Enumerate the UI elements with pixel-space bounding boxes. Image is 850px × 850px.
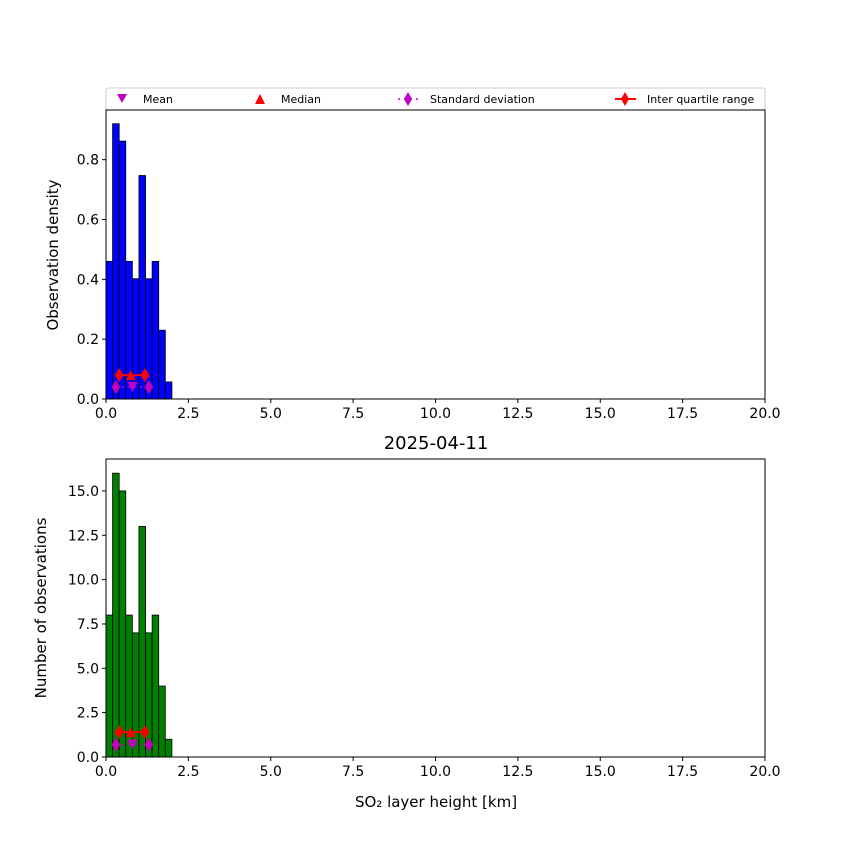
histogram-bar (138, 175, 146, 400)
x-tick-label: 12.5 (502, 764, 533, 780)
x-tick-label: 20.0 (749, 406, 780, 422)
histogram-bar (112, 123, 120, 400)
legend-median: Median (281, 93, 321, 106)
top-axes-frame (105, 109, 766, 400)
histogram-bar (112, 472, 120, 758)
top-y-axis-label: Observation density (44, 179, 62, 330)
y-tick-label: 0.0 (77, 392, 99, 408)
histogram-bar (151, 260, 160, 400)
x-tick-label: 17.5 (667, 764, 698, 780)
iqr-marker-icon (621, 92, 629, 106)
median-marker (125, 370, 136, 381)
iqr-marker (114, 725, 124, 740)
x-tick-label: 15.0 (585, 764, 616, 780)
y-tick-label: 12.5 (68, 528, 99, 544)
top-axes: 0.0 2.5 5.0 7.5 10.0 12.5 15.0 17.5 20.0 0.0 0.2 0.… (77, 109, 781, 422)
y-tick-label: 2.5 (77, 706, 99, 722)
x-tick-label: 7.5 (342, 406, 364, 422)
std-marker-icon (404, 92, 412, 106)
histogram-bar (118, 490, 127, 758)
y-tick-label: 0.4 (77, 272, 99, 288)
y-tick-label: 10.0 (68, 573, 99, 589)
bottom-y-axis-label: Number of observations (32, 517, 50, 698)
std-marker (111, 380, 121, 395)
std-marker (111, 737, 121, 752)
iqr-marker (140, 368, 150, 383)
histogram-bar (105, 614, 113, 758)
x-tick-label: 2.5 (177, 406, 199, 422)
histogram-bar (131, 632, 140, 758)
histogram-bar (164, 738, 173, 758)
x-tick-label: 15.0 (585, 406, 616, 422)
y-tick-label: 7.5 (77, 617, 99, 633)
legend: Mean Median Standard deviation Inter qua… (105, 87, 766, 111)
x-axis-label: SO₂ layer height [km] (355, 793, 517, 811)
histogram-bar (105, 260, 113, 400)
x-tick-label: 10.0 (420, 764, 451, 780)
iqr-marker (140, 725, 150, 740)
histogram-bar (138, 526, 146, 758)
histogram-bar (158, 329, 166, 400)
bottom-axes: 0.0 2.5 5.0 7.5 10.0 12.5 15.0 17.5 20.0 0.0 2.5 5.… (68, 458, 781, 780)
histogram-bar (118, 140, 127, 400)
iqr-marker (114, 368, 124, 383)
x-tick-label: 0.0 (95, 406, 117, 422)
x-tick-label: 0.0 (95, 764, 117, 780)
x-tick-label: 5.0 (260, 764, 282, 780)
y-tick-label: 0.2 (77, 332, 99, 348)
std-marker (144, 737, 154, 752)
bottom-axes-frame (105, 458, 766, 758)
x-tick-label: 17.5 (667, 406, 698, 422)
x-tick-label: 5.0 (260, 406, 282, 422)
mean-marker (127, 382, 138, 393)
histogram-bar (164, 381, 173, 400)
bottom-title: 2025-04-11 (384, 433, 489, 454)
histogram-bar (158, 685, 166, 758)
legend-iqr: Inter quartile range (647, 93, 754, 106)
mean-marker-icon (117, 94, 127, 103)
legend-std: Standard deviation (430, 93, 535, 106)
x-tick-label: 20.0 (749, 764, 780, 780)
y-tick-label: 0.6 (77, 212, 99, 228)
y-tick-label: 5.0 (77, 661, 99, 677)
x-tick-label: 12.5 (502, 406, 533, 422)
y-tick-label: 0.8 (77, 153, 99, 169)
y-tick-label: 15.0 (68, 484, 99, 500)
median-marker (125, 727, 136, 738)
x-tick-label: 10.0 (420, 406, 451, 422)
legend-mean: Mean (143, 93, 173, 106)
x-tick-label: 2.5 (177, 764, 199, 780)
median-marker-icon (255, 94, 265, 104)
y-tick-label: 0.0 (77, 750, 99, 766)
histogram-bar (131, 278, 140, 400)
std-marker (144, 380, 154, 395)
x-tick-label: 7.5 (342, 764, 364, 780)
histogram-bar (151, 614, 160, 758)
mean-marker (127, 739, 138, 750)
